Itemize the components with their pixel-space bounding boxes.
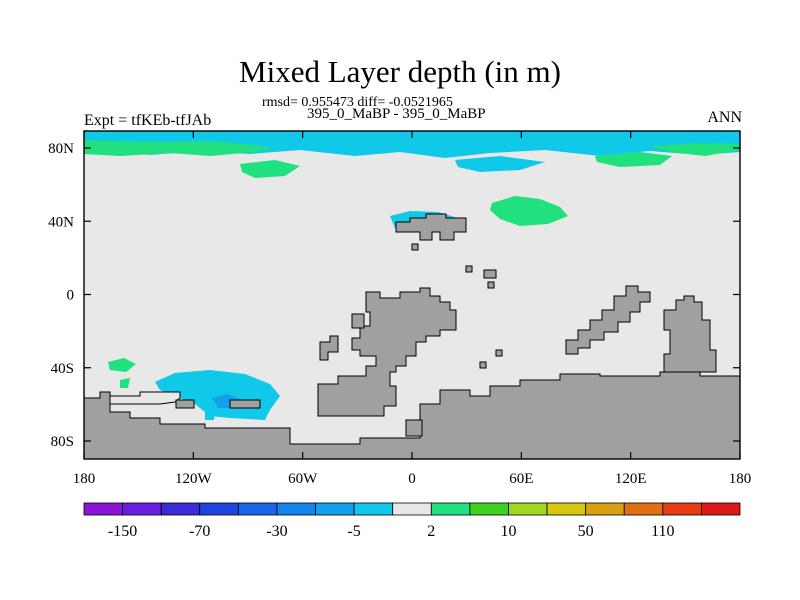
colorbar-label: -150 [108,523,137,540]
land-mask [83,213,741,460]
south-pacific-positive-speck [120,378,130,388]
colorbar-swatch [585,502,625,516]
australia [565,285,651,355]
colorbar-label: 50 [578,523,594,540]
plot-title: Mixed Layer depth (in m) [239,54,561,89]
pacific-islet-west [351,313,365,329]
africa-tip [405,419,423,437]
colorbar-swatch [430,502,471,516]
colorbar-swatch [83,502,123,516]
colorbar-swatch [315,502,355,516]
colorbar: -150 -70 -30 -5 2 10 50 110 [83,502,741,540]
colorbar-swatch [701,502,741,516]
colorbar-swatch [546,502,587,516]
south-pacific-positive-patch [108,358,136,372]
x-tick-label: 180 [73,471,96,487]
y-tick-label: 0 [67,288,75,304]
y-tick-label: 40S [51,361,74,377]
central-america-islet [319,335,339,361]
colorbar-swatch [662,502,702,516]
x-tick-label: 120E [615,471,647,487]
plot-subtitle: 395_0_MaBP - 395_0_MaBP [307,106,486,122]
islet-e [495,349,503,357]
colorbar-swatch [276,502,316,516]
y-tick-label: 40N [48,214,74,230]
islet-f [479,361,487,369]
colorbar-swatch [623,502,664,516]
colorbar-label: -70 [189,523,210,540]
north-atlantic-land [395,213,467,241]
colorbar-swatch [392,502,432,516]
arctic-negative-patch [455,156,545,172]
colorbar-swatch [199,502,239,516]
colorbar-swatch [237,502,278,516]
greenland-positive-patch [240,160,300,178]
experiment-label: Expt = tfKEb-tfJAb [84,112,212,129]
siberia-positive-patch [595,152,672,167]
antarctica [83,371,741,460]
colorbar-swatch [160,502,201,516]
map-panel: 180 120W 60W 0 60E 120E 180 80N 40N 0 40S 80S [48,130,752,487]
latitude-axis: 80N 40N 0 40S 80S [48,141,740,450]
islet-c [483,269,497,279]
colorbar-label: 110 [651,523,674,540]
longitude-axis: 180 120W 60W 0 60E 120E 180 [73,131,752,487]
x-tick-label: 120W [175,471,213,487]
y-tick-label: 80S [51,434,74,450]
pacific-positive-patch [490,196,568,226]
islet-h [229,399,261,409]
islet-a [411,243,419,251]
x-tick-label: 60E [509,471,533,487]
arctic-positive-band-west [84,140,275,156]
colorbar-label: 10 [500,523,516,540]
colorbar-swatch [469,502,509,516]
antarctic-peninsula [663,295,717,373]
colorbar-label: -5 [347,523,360,540]
colorbar-label: -30 [266,523,287,540]
x-tick-label: 0 [408,471,416,487]
stats-line: rmsd= 0.955473 diff= -0.0521965 [262,95,453,110]
colorbar-swatch [353,502,394,516]
islet-d [487,281,495,289]
y-tick-label: 80N [48,141,74,157]
islet-g [175,399,195,409]
arctic-positive-band-east [650,143,740,156]
x-tick-label: 180 [729,471,752,487]
southern-ocean-negative-speck [205,410,215,420]
season-label: ANN [707,109,742,126]
colorbar-swatch [122,502,162,516]
islet-b [465,265,473,273]
x-tick-label: 60W [288,471,318,487]
colorbar-label: 2 [427,523,435,540]
colorbar-swatch [508,502,548,516]
south-america [317,287,457,417]
